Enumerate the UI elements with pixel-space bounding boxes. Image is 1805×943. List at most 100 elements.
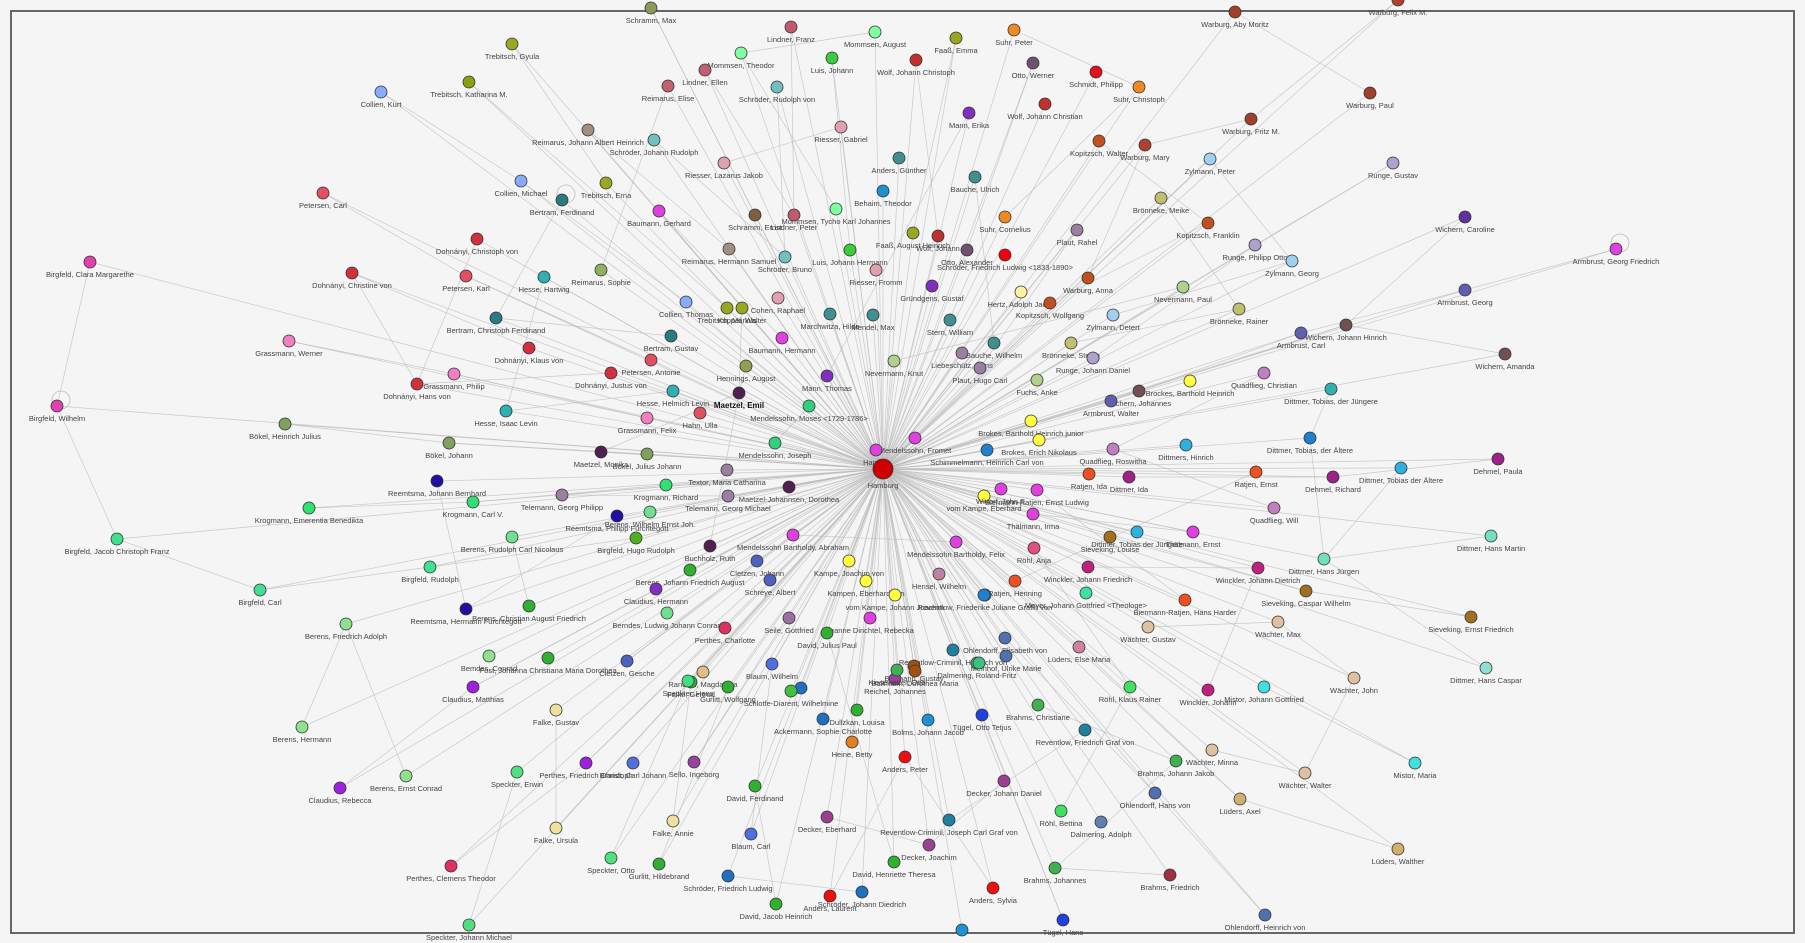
graph-node[interactable]: Gurlitt, Hildebrand bbox=[629, 857, 689, 881]
node-circle[interactable] bbox=[679, 295, 693, 309]
node-circle[interactable] bbox=[949, 535, 963, 549]
node-circle[interactable] bbox=[1070, 223, 1084, 237]
node-circle[interactable] bbox=[845, 735, 859, 749]
node-circle[interactable] bbox=[1464, 610, 1478, 624]
graph-node[interactable]: Warburg, Anna bbox=[1063, 271, 1114, 295]
graph-node[interactable]: Petersen, Antonie bbox=[621, 353, 681, 377]
graph-node[interactable]: Bemdes, Conrad bbox=[461, 649, 517, 673]
graph-node[interactable]: Mommsen, Tycho Karl Johannes bbox=[781, 202, 891, 226]
node-circle[interactable] bbox=[505, 530, 519, 544]
node-circle[interactable] bbox=[820, 810, 834, 824]
graph-node[interactable]: Armbrust, Georg bbox=[1437, 283, 1493, 307]
graph-node[interactable]: Röhl, Bettina bbox=[1040, 804, 1084, 828]
node-circle[interactable] bbox=[1178, 593, 1192, 607]
node-circle[interactable] bbox=[1205, 743, 1219, 757]
graph-node[interactable]: Kampe, Joachim von bbox=[814, 554, 884, 578]
node-circle[interactable] bbox=[960, 243, 974, 257]
graph-node[interactable]: Trebitsch, Katharina M. bbox=[430, 75, 508, 99]
node-circle[interactable] bbox=[1026, 56, 1040, 70]
graph-node[interactable]: Bertram, Christoph Ferdinand bbox=[447, 311, 546, 335]
node-circle[interactable] bbox=[994, 482, 1008, 496]
graph-node[interactable]: Speckter, Hans bbox=[663, 674, 714, 698]
node-circle[interactable] bbox=[887, 855, 901, 869]
node-circle[interactable] bbox=[1122, 470, 1136, 484]
graph-node[interactable]: Grassmann, Werner bbox=[255, 334, 323, 358]
graph-node[interactable]: Brahms, Johann Jakob bbox=[1138, 754, 1215, 778]
node-circle[interactable] bbox=[1089, 65, 1103, 79]
graph-node[interactable]: Grassmann, Philip bbox=[423, 367, 485, 391]
graph-node[interactable]: Hennings, August bbox=[717, 359, 777, 383]
node-circle[interactable] bbox=[1138, 138, 1152, 152]
graph-node[interactable]: Winckler, Johann Dietrich bbox=[1216, 561, 1301, 585]
node-circle[interactable] bbox=[1123, 680, 1137, 694]
node-circle[interactable] bbox=[955, 346, 969, 360]
node-circle[interactable] bbox=[698, 63, 712, 77]
graph-node[interactable]: Zylmann, Georg bbox=[1265, 254, 1319, 278]
node-circle[interactable] bbox=[855, 885, 869, 899]
node-circle[interactable] bbox=[1148, 786, 1162, 800]
node-circle[interactable] bbox=[647, 133, 661, 147]
node-circle[interactable] bbox=[1032, 433, 1046, 447]
node-circle[interactable] bbox=[876, 184, 890, 198]
node-circle[interactable] bbox=[717, 156, 731, 170]
graph-node[interactable]: Tügel, Hans bbox=[1043, 913, 1084, 937]
node-circle[interactable] bbox=[1154, 191, 1168, 205]
node-circle[interactable] bbox=[693, 406, 707, 420]
node-circle[interactable] bbox=[510, 765, 524, 779]
node-circle[interactable] bbox=[1054, 804, 1068, 818]
node-circle[interactable] bbox=[770, 80, 784, 94]
graph-node[interactable]: Liebeschütz, Hans bbox=[931, 346, 993, 370]
node-circle[interactable] bbox=[768, 436, 782, 450]
node-circle[interactable] bbox=[921, 713, 935, 727]
graph-node[interactable]: Quadflieg, Christian bbox=[1231, 366, 1297, 390]
graph-node[interactable]: David, Henriette Theresa bbox=[852, 855, 936, 879]
node-circle[interactable] bbox=[898, 750, 912, 764]
node-circle[interactable] bbox=[1203, 152, 1217, 166]
graph-node[interactable]: Nevermann, Paul bbox=[1154, 280, 1212, 304]
graph-node[interactable]: Dittmer, Hans Martin bbox=[1457, 529, 1525, 553]
node-circle[interactable] bbox=[683, 563, 697, 577]
node-circle[interactable] bbox=[869, 263, 883, 277]
node-circle[interactable] bbox=[1086, 351, 1100, 365]
graph-node[interactable]: Claudius, Rebecca bbox=[309, 781, 373, 805]
node-circle[interactable] bbox=[1026, 507, 1040, 521]
graph-node[interactable]: Wolf, Johann bbox=[916, 229, 960, 253]
graph-node[interactable]: Petersen, Karl bbox=[442, 269, 490, 293]
node-circle[interactable] bbox=[579, 756, 593, 770]
graph-node[interactable]: Sieveking, Ernst Friedrich bbox=[1428, 610, 1514, 634]
graph-node[interactable]: Brönneke, Stefan bbox=[1042, 336, 1100, 360]
node-circle[interactable] bbox=[1248, 238, 1262, 252]
node-circle[interactable] bbox=[482, 649, 496, 663]
node-circle[interactable] bbox=[843, 243, 857, 257]
node-circle[interactable] bbox=[1038, 97, 1052, 111]
node-circle[interactable] bbox=[962, 106, 976, 120]
node-circle[interactable] bbox=[399, 769, 413, 783]
graph-node[interactable]: Wittorf, John F. bbox=[976, 482, 1026, 506]
graph-node[interactable]: Mann, Erika bbox=[949, 106, 990, 130]
graph-node[interactable]: Dohnányi, Christine von bbox=[312, 266, 392, 290]
node-circle[interactable] bbox=[784, 684, 798, 698]
graph-node[interactable]: Schröder, Rudolph von bbox=[739, 80, 815, 104]
graph-node[interactable]: Petersen, Carl bbox=[299, 186, 347, 210]
node-circle[interactable] bbox=[977, 489, 991, 503]
node-circle[interactable] bbox=[253, 583, 267, 597]
graph-node[interactable]: Quadflieg, Roswitha bbox=[1079, 442, 1147, 466]
graph-node[interactable]: Mendelssohn Bartholdy, Felix bbox=[907, 535, 1005, 559]
graph-node[interactable]: Behaim, Theodor bbox=[854, 184, 912, 208]
node-circle[interactable] bbox=[1201, 683, 1215, 697]
graph-node[interactable]: Reimarus, Johann Albert Heinrich bbox=[532, 123, 644, 147]
graph-node[interactable]: Riesser, Lazarus Jakob bbox=[685, 156, 763, 180]
graph-node[interactable]: Trebitsch, Erna bbox=[581, 176, 632, 200]
node-circle[interactable] bbox=[748, 208, 762, 222]
graph-node[interactable]: Dittmer, Tobias, der Ältere bbox=[1267, 431, 1353, 455]
graph-node[interactable]: Maetzel, Emil bbox=[714, 386, 764, 410]
graph-node[interactable]: Dittmer, Tobias der Jüngere bbox=[1091, 525, 1183, 549]
node-circle[interactable] bbox=[869, 443, 883, 457]
node-circle[interactable] bbox=[1092, 134, 1106, 148]
graph-node[interactable]: Mendel, Max bbox=[852, 308, 895, 332]
node-circle[interactable] bbox=[1103, 530, 1117, 544]
graph-node[interactable]: vom Kampe, Eberhard bbox=[946, 489, 1022, 513]
node-circle[interactable] bbox=[1609, 242, 1623, 256]
graph-node[interactable]: Reemtsma, Hermann Fürchtegott bbox=[410, 602, 523, 626]
